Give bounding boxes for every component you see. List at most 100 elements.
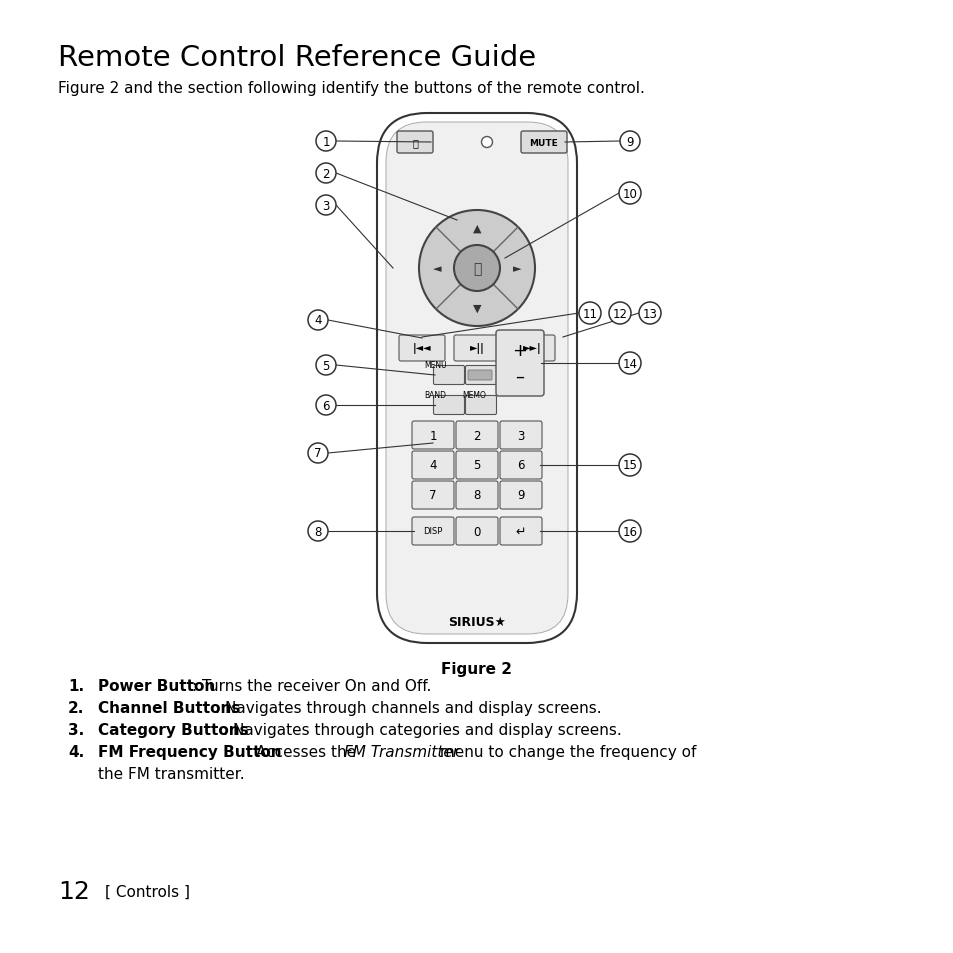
Text: ▲: ▲: [473, 224, 480, 233]
Text: 6: 6: [322, 399, 330, 412]
Text: MEMO: MEMO: [461, 391, 485, 399]
Text: +: +: [512, 341, 527, 359]
FancyBboxPatch shape: [499, 452, 541, 479]
Text: SIRIUS★: SIRIUS★: [448, 615, 505, 628]
Circle shape: [608, 303, 630, 325]
Text: ►: ►: [512, 264, 520, 274]
FancyBboxPatch shape: [509, 335, 555, 361]
Text: ►►|: ►►|: [522, 343, 540, 355]
FancyBboxPatch shape: [456, 452, 497, 479]
Circle shape: [618, 520, 640, 542]
Text: 12: 12: [612, 307, 627, 320]
FancyBboxPatch shape: [433, 396, 464, 416]
FancyBboxPatch shape: [456, 421, 497, 450]
Text: Power Button: Power Button: [98, 679, 215, 693]
Text: 10: 10: [622, 188, 637, 200]
Circle shape: [618, 353, 640, 375]
Circle shape: [315, 164, 335, 184]
FancyBboxPatch shape: [386, 123, 567, 635]
FancyBboxPatch shape: [412, 517, 454, 545]
Circle shape: [315, 355, 335, 375]
Circle shape: [308, 521, 328, 541]
FancyBboxPatch shape: [433, 366, 464, 385]
FancyBboxPatch shape: [520, 132, 566, 153]
Text: 2.: 2.: [68, 700, 84, 716]
Text: 9: 9: [625, 135, 633, 149]
Text: DISP: DISP: [423, 527, 442, 536]
FancyBboxPatch shape: [454, 335, 499, 361]
Circle shape: [418, 211, 535, 327]
Text: ⛹: ⛹: [473, 262, 480, 275]
Text: 7: 7: [314, 447, 321, 460]
Text: 12: 12: [58, 879, 90, 903]
Text: Figure 2 and the section following identify the buttons of the remote control.: Figure 2 and the section following ident…: [58, 81, 644, 96]
FancyBboxPatch shape: [456, 481, 497, 510]
FancyBboxPatch shape: [499, 421, 541, 450]
Text: Category Buttons: Category Buttons: [98, 722, 249, 738]
FancyBboxPatch shape: [412, 421, 454, 450]
Text: Remote Control Reference Guide: Remote Control Reference Guide: [58, 44, 536, 71]
Text: 9: 9: [517, 489, 524, 502]
Text: 13: 13: [642, 307, 657, 320]
Text: ⏻: ⏻: [412, 138, 417, 148]
Text: 2: 2: [473, 429, 480, 442]
Circle shape: [639, 303, 660, 325]
Circle shape: [481, 137, 492, 149]
Text: 3.: 3.: [68, 722, 84, 738]
Text: 5: 5: [322, 359, 330, 372]
Circle shape: [618, 183, 640, 205]
Circle shape: [618, 455, 640, 476]
Text: 8: 8: [314, 525, 321, 537]
Text: 6: 6: [517, 459, 524, 472]
FancyBboxPatch shape: [468, 371, 492, 380]
FancyBboxPatch shape: [465, 396, 496, 416]
Circle shape: [315, 395, 335, 416]
FancyBboxPatch shape: [376, 113, 577, 643]
Text: : Accesses the: : Accesses the: [246, 744, 361, 760]
Circle shape: [308, 443, 328, 463]
Text: ▼: ▼: [473, 304, 480, 314]
Text: 4: 4: [314, 314, 321, 327]
Text: Channel Buttons: Channel Buttons: [98, 700, 240, 716]
Circle shape: [619, 132, 639, 152]
Circle shape: [308, 311, 328, 331]
Circle shape: [315, 132, 335, 152]
Text: |◄◄: |◄◄: [413, 343, 431, 355]
Text: 11: 11: [582, 307, 597, 320]
Text: MUTE: MUTE: [529, 138, 558, 148]
Text: 3: 3: [322, 199, 330, 213]
Circle shape: [454, 246, 499, 292]
Text: 5: 5: [473, 459, 480, 472]
Text: MENU: MENU: [423, 360, 446, 370]
Text: ↵: ↵: [516, 525, 526, 537]
Circle shape: [578, 303, 600, 325]
FancyBboxPatch shape: [465, 366, 496, 385]
Text: BAND: BAND: [423, 391, 446, 399]
Text: 1: 1: [429, 429, 436, 442]
FancyBboxPatch shape: [499, 481, 541, 510]
Text: 8: 8: [473, 489, 480, 502]
Text: Figure 2: Figure 2: [441, 661, 512, 677]
Text: 14: 14: [622, 357, 637, 370]
FancyBboxPatch shape: [396, 132, 433, 153]
Text: ◄: ◄: [433, 264, 441, 274]
Text: : Turns the receiver On and Off.: : Turns the receiver On and Off.: [192, 679, 431, 693]
Text: the FM transmitter.: the FM transmitter.: [98, 766, 244, 781]
Text: 4: 4: [429, 459, 436, 472]
FancyBboxPatch shape: [412, 452, 454, 479]
Circle shape: [315, 195, 335, 215]
Text: 16: 16: [622, 525, 637, 537]
Text: 4.: 4.: [68, 744, 84, 760]
Text: –: –: [515, 368, 524, 386]
Text: 15: 15: [622, 459, 637, 472]
Text: FM Frequency Button: FM Frequency Button: [98, 744, 281, 760]
Text: 0: 0: [473, 525, 480, 537]
Text: menu to change the frequency of: menu to change the frequency of: [435, 744, 696, 760]
FancyBboxPatch shape: [398, 335, 444, 361]
Text: 1: 1: [322, 135, 330, 149]
Text: 3: 3: [517, 429, 524, 442]
Text: ►||: ►||: [469, 343, 484, 355]
FancyBboxPatch shape: [456, 517, 497, 545]
Text: 2: 2: [322, 168, 330, 180]
Text: 7: 7: [429, 489, 436, 502]
